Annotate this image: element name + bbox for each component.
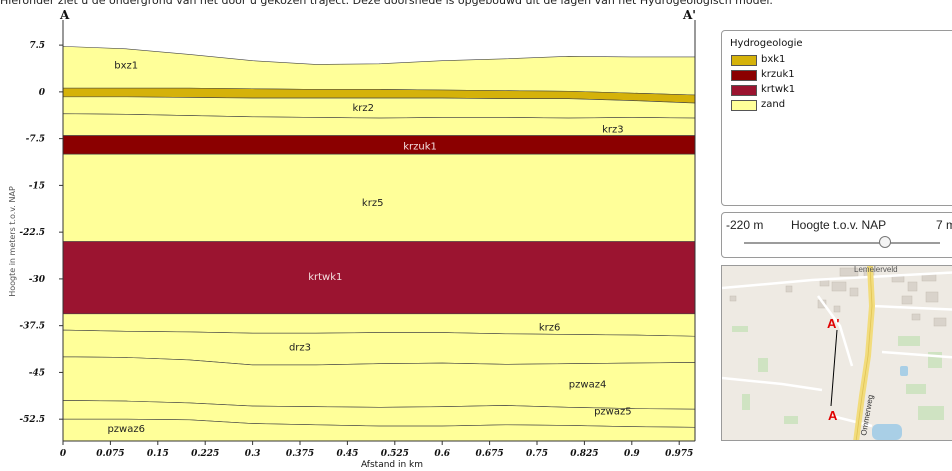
legend-label: krtwk1	[761, 84, 796, 95]
x-tick-label: 0.3	[245, 449, 261, 459]
y-tick-label: -37.5	[19, 322, 45, 332]
y-tick-label: -52.5	[19, 415, 45, 425]
legend-label: zand	[761, 99, 786, 110]
cross-section-chart: 7.5 0 -7.5 -15 -22.5 -30 -37.5 -45 -52.5 0 0.075 0.…	[8, 20, 696, 470]
map-main-road-edge	[855, 266, 873, 440]
x-tick-label: 0	[60, 449, 67, 459]
legend-title: Hydrogeologie	[730, 38, 803, 49]
layer-bxz1	[62, 46, 696, 96]
x-tick-label: 0.075	[96, 449, 124, 459]
y-tick-label: 7.5	[29, 41, 45, 51]
y-tick-label: -30	[29, 275, 46, 285]
layer-label-pzwaz4: pzwaz4	[569, 379, 607, 390]
x-axis-label: Afstand in km	[361, 460, 423, 470]
y-tick-label: -15	[29, 181, 45, 191]
section-end-label: A'	[683, 8, 696, 22]
map-place-label: Lemelerveld	[854, 266, 898, 274]
slider-thumb[interactable]	[879, 236, 891, 248]
legend-panel: Hydrogeologie bxk1 krzuk1 krtwk1 zand	[721, 30, 952, 206]
height-slider-panel: -220 m Hoogte t.o.v. NAP 7 m	[721, 212, 952, 258]
layer-label-pzwaz6: pzwaz6	[107, 424, 145, 435]
y-tick-label: 0	[39, 88, 46, 98]
layer-label-krtwk1: krtwk1	[308, 272, 342, 283]
map-background	[722, 266, 952, 440]
legend-swatch	[731, 55, 757, 66]
intro-text: Hieronder ziet u de ondergrond van het d…	[0, 0, 773, 7]
y-tick-label: -22.5	[19, 228, 45, 238]
map-minor-roads	[722, 271, 952, 428]
x-tick-label: 0.15	[147, 449, 169, 459]
legend-swatch	[731, 85, 757, 96]
x-tick-label: 0.225	[191, 449, 219, 459]
x-tick-label: 0.9	[624, 449, 640, 459]
layer-label-krz6: krz6	[539, 323, 561, 334]
map-canvas: Lemelerveld Ommerweg A' A	[722, 266, 952, 440]
layer-label-pzwaz5: pzwaz5	[594, 407, 632, 418]
layer-label-krzuk1: krzuk1	[403, 142, 437, 153]
layer-krtwk1	[62, 241, 696, 315]
x-tick-label: 0.975	[665, 449, 693, 459]
x-tick-label: 0.375	[286, 449, 314, 459]
layer-label-bxz1: bxz1	[114, 61, 138, 72]
x-tick-label: 0.825	[570, 449, 598, 459]
layer-label-krz3: krz3	[602, 124, 624, 135]
map-buildings	[729, 267, 947, 327]
x-tick-label: 0.525	[381, 449, 409, 459]
legend-swatch	[731, 70, 757, 81]
y-tick-label: -45	[29, 368, 45, 378]
slider-title: Hoogte t.o.v. NAP	[791, 218, 887, 232]
legend-label: bxk1	[761, 54, 786, 65]
y-axis-label: Hoogte in meters t.o.v. NAP	[8, 186, 17, 297]
layer-label-krz5: krz5	[362, 198, 384, 209]
map-section-line	[830, 329, 838, 407]
x-tick-label: 0.6	[434, 449, 450, 459]
location-map[interactable]: Lemelerveld Ommerweg A' A	[721, 265, 952, 441]
legend-swatch	[731, 100, 757, 111]
map-water	[872, 366, 908, 440]
legend-label: krzuk1	[761, 69, 795, 80]
x-tick-label: 0.75	[526, 449, 548, 459]
layer-krzuk1	[62, 135, 696, 155]
y-tick-label: -7.5	[26, 135, 45, 145]
layer-label-krz2: krz2	[352, 103, 374, 114]
slider-min-label: -220 m	[726, 218, 764, 232]
slider-max-label: 7 m	[936, 218, 952, 232]
layer-label-drz3: drz3	[289, 342, 311, 353]
section-start-label: A	[60, 8, 70, 22]
map-marker-a: A	[828, 408, 838, 423]
x-tick-label: 0.675	[476, 449, 504, 459]
map-marker-a-prime: A'	[827, 316, 839, 331]
x-tick-label: 0.45	[336, 449, 358, 459]
slider-track[interactable]	[744, 242, 940, 244]
